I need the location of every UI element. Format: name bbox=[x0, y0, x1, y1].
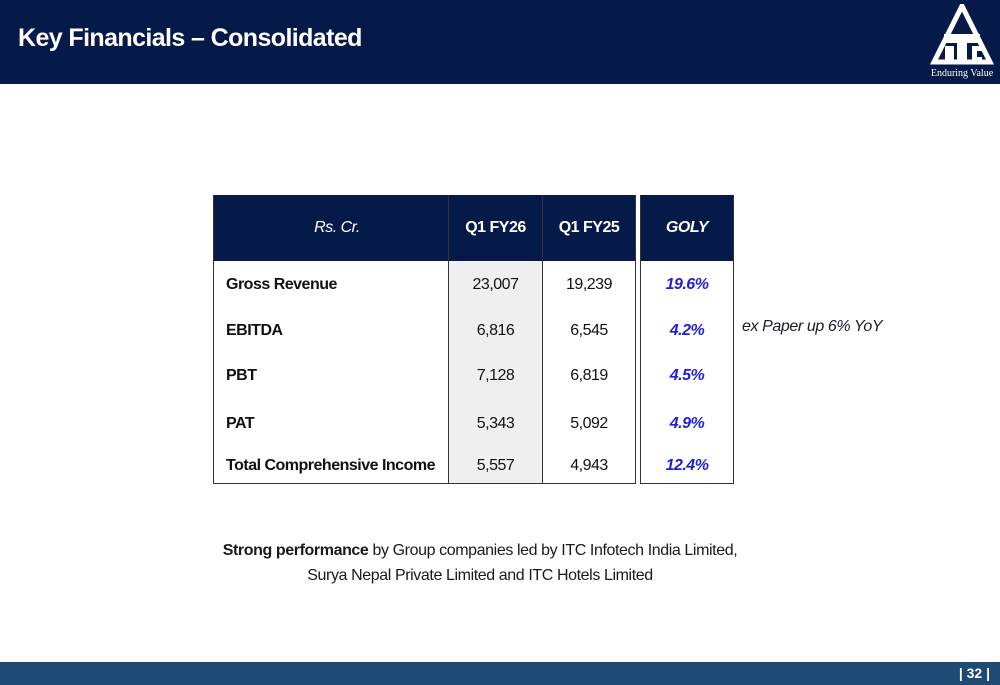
summary-line-1: Strong performance by Group companies le… bbox=[130, 538, 830, 563]
table-row: PAT 5,343 5,092 4.9% bbox=[213, 399, 734, 448]
value-current: 23,007 bbox=[448, 261, 542, 309]
summary-text: Strong performance by Group companies le… bbox=[130, 538, 830, 588]
column-header-units: Rs. Cr. bbox=[213, 195, 448, 261]
footer-bar: | 32 | bbox=[0, 662, 1000, 685]
summary-line-2: Surya Nepal Private Limited and ITC Hote… bbox=[307, 567, 653, 584]
page-number: | 32 | bbox=[958, 665, 990, 681]
ebitda-side-note: ex Paper up 6% YoY bbox=[742, 318, 883, 335]
value-goly: 4.9% bbox=[640, 399, 734, 448]
value-goly: 4.2% bbox=[640, 309, 734, 352]
value-current: 6,816 bbox=[448, 309, 542, 352]
logo-tagline: Enduring Value bbox=[930, 68, 994, 79]
table-row: Total Comprehensive Income 5,557 4,943 1… bbox=[213, 448, 734, 484]
column-header-goly: GOLY bbox=[640, 195, 734, 261]
value-previous: 19,239 bbox=[542, 261, 636, 309]
table-row: PBT 7,128 6,819 4.5% bbox=[213, 352, 734, 399]
value-current: 5,343 bbox=[448, 399, 542, 448]
page-title: Key Financials – Consolidated bbox=[18, 24, 362, 52]
value-current: 5,557 bbox=[448, 448, 542, 484]
value-previous: 6,819 bbox=[542, 352, 636, 399]
column-gap bbox=[636, 195, 640, 261]
row-label: EBITDA bbox=[213, 309, 448, 352]
summary-line-1-rest: by Group companies led by ITC Infotech I… bbox=[368, 542, 738, 559]
value-previous: 6,545 bbox=[542, 309, 636, 352]
itc-logo-icon: Enduring Value bbox=[928, 4, 996, 82]
value-previous: 4,943 bbox=[542, 448, 636, 484]
value-current: 7,128 bbox=[448, 352, 542, 399]
table-row: EBITDA 6,816 6,545 4.2% bbox=[213, 309, 734, 352]
table-row: Gross Revenue 23,007 19,239 19.6% bbox=[213, 261, 734, 309]
row-label: PAT bbox=[213, 399, 448, 448]
value-goly: 4.5% bbox=[640, 352, 734, 399]
row-label: Total Comprehensive Income bbox=[213, 448, 448, 484]
key-financials-table: Rs. Cr. Q1 FY26 Q1 FY25 GOLY Gross Reven… bbox=[213, 195, 734, 484]
row-label: Gross Revenue bbox=[213, 261, 448, 309]
column-header-previous: Q1 FY25 bbox=[542, 195, 636, 261]
table-header-row: Rs. Cr. Q1 FY26 Q1 FY25 GOLY bbox=[213, 195, 734, 261]
value-previous: 5,092 bbox=[542, 399, 636, 448]
value-goly: 12.4% bbox=[640, 448, 734, 484]
value-goly: 19.6% bbox=[640, 261, 734, 309]
column-header-current: Q1 FY26 bbox=[448, 195, 542, 261]
row-label: PBT bbox=[213, 352, 448, 399]
header-bar: Key Financials – Consolidated Enduring V… bbox=[0, 0, 1000, 84]
summary-bold: Strong performance bbox=[222, 542, 369, 559]
